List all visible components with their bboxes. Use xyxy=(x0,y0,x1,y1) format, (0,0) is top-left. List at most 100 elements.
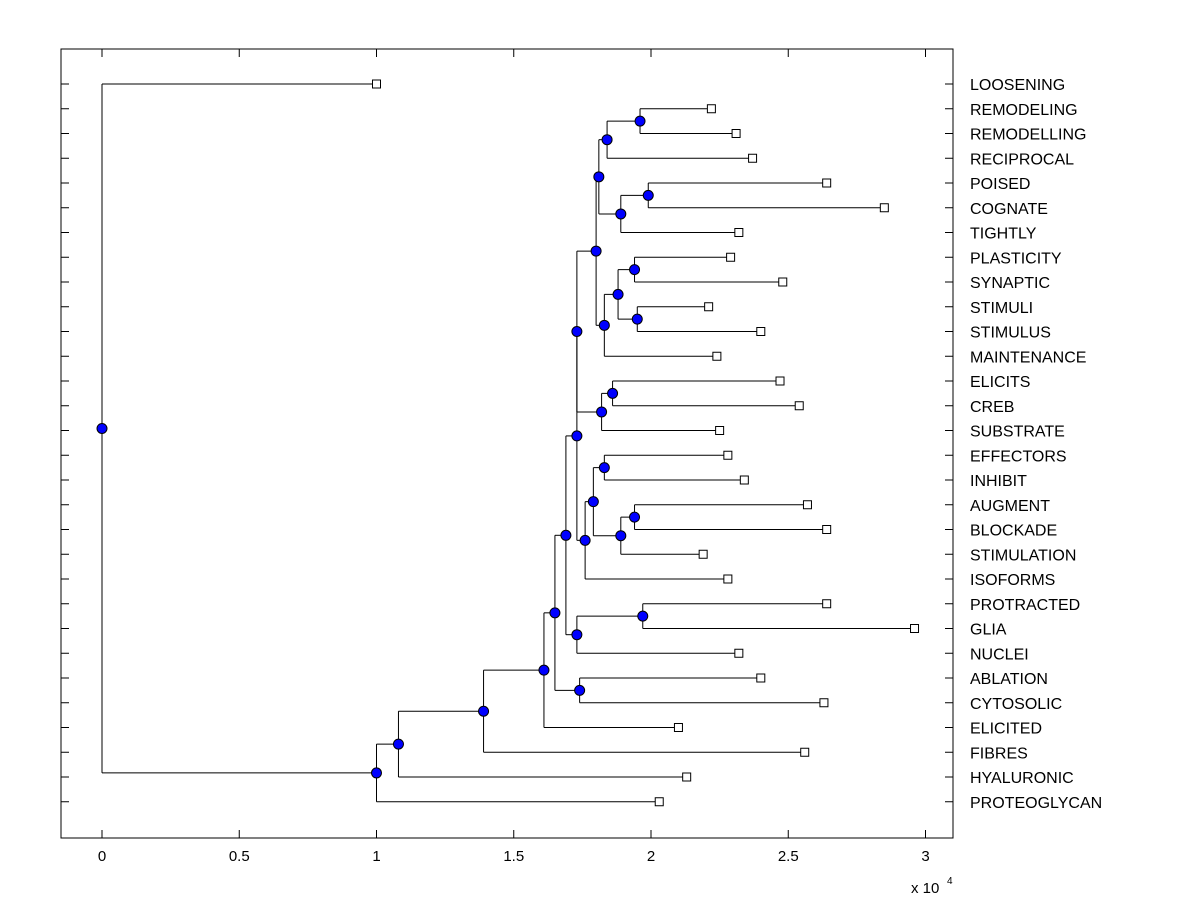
x-multiplier-exponent: 4 xyxy=(947,876,953,887)
x-tick-label: 1.5 xyxy=(503,848,524,865)
leaf-marker xyxy=(778,277,788,287)
leaf-marker xyxy=(698,549,708,559)
leaf-label: PROTEOGLYCAN xyxy=(970,795,1102,812)
leaf-label: CREB xyxy=(970,399,1014,416)
x-tick-label: 1 xyxy=(372,848,380,865)
x-tick-label: 0.5 xyxy=(229,848,250,865)
node-marker xyxy=(629,264,641,276)
leaf-label: MAINTENANCE xyxy=(970,349,1086,366)
leaf-label: EFFECTORS xyxy=(970,448,1067,465)
leaf-label: STIMULATION xyxy=(970,547,1076,564)
leaf-label: SUBSTRATE xyxy=(970,424,1065,441)
leaf-marker xyxy=(731,129,741,138)
leaf-marker xyxy=(756,673,766,683)
leaf-marker xyxy=(726,252,736,262)
leaf-marker xyxy=(775,376,785,386)
leaf-marker xyxy=(822,178,832,188)
leaf-label: REMODELING xyxy=(970,102,1078,119)
node-marker xyxy=(587,496,599,508)
leaf-label: TIGHTLY xyxy=(970,226,1037,243)
leaf-marker xyxy=(706,104,716,114)
node-marker xyxy=(634,115,646,127)
node-marker xyxy=(571,629,583,641)
leaf-label: STIMULI xyxy=(970,300,1033,317)
leaf-label: HYALURONIC xyxy=(970,770,1074,787)
leaf-markers xyxy=(372,79,920,807)
node-marker xyxy=(631,313,643,325)
node-marker xyxy=(478,705,490,717)
leaf-marker xyxy=(910,624,920,633)
leaf-label: PLASTICITY xyxy=(970,250,1062,267)
leaf-marker xyxy=(794,401,804,411)
leaf-marker xyxy=(673,723,683,732)
node-markers xyxy=(96,115,654,779)
leaf-marker xyxy=(800,747,810,757)
leaf-label: ELICITED xyxy=(970,721,1042,738)
leaf-marker xyxy=(723,450,733,460)
leaf-marker xyxy=(682,772,692,782)
node-marker xyxy=(579,534,591,546)
leaf-marker xyxy=(879,203,889,213)
leaf-marker xyxy=(819,698,829,708)
node-marker xyxy=(590,245,602,257)
node-marker xyxy=(538,664,550,676)
leaf-label: CYTOSOLIC xyxy=(970,696,1062,713)
leaf-label: LOOSENING xyxy=(970,77,1065,94)
node-marker xyxy=(593,171,605,183)
node-marker xyxy=(596,406,608,418)
leaf-label: INHIBIT xyxy=(970,473,1027,490)
leaf-label: NUCLEI xyxy=(970,646,1029,663)
x-multiplier: x 10 4 xyxy=(911,876,953,897)
x-multiplier-label: x 10 xyxy=(911,880,939,897)
node-marker xyxy=(571,326,583,337)
plot-area xyxy=(60,48,954,839)
leaf-marker xyxy=(712,351,722,361)
x-tick-label: 2.5 xyxy=(778,848,799,865)
x-tick-label: 3 xyxy=(921,848,929,865)
leaf-marker xyxy=(654,797,664,807)
y-ticks xyxy=(61,83,953,803)
node-marker xyxy=(549,607,561,619)
leaf-label: STIMULUS xyxy=(970,325,1051,342)
leaf-labels: LOOSENING REMODELING REMODELLING RECIPROCAL… xyxy=(970,77,1102,812)
node-marker xyxy=(598,319,610,331)
leaf-label: AUGMENT xyxy=(970,498,1050,515)
leaf-label: GLIA xyxy=(970,622,1007,639)
node-marker xyxy=(615,208,627,220)
leaf-label: ABLATION xyxy=(970,671,1048,688)
node-marker xyxy=(612,288,624,300)
node-marker xyxy=(601,134,613,146)
leaf-marker xyxy=(756,327,766,336)
leaf-label: RECIPROCAL xyxy=(970,151,1074,168)
node-marker xyxy=(574,684,586,696)
leaf-marker xyxy=(734,648,744,658)
leaf-label: PROTRACTED xyxy=(970,597,1080,614)
leaf-label: FIBRES xyxy=(970,745,1028,762)
node-marker xyxy=(607,387,619,399)
leaf-marker xyxy=(822,599,832,609)
node-marker xyxy=(642,189,654,201)
node-marker xyxy=(392,738,404,750)
x-tick-label: 0 xyxy=(98,848,106,865)
leaf-label: ELICITS xyxy=(970,374,1030,391)
node-marker xyxy=(571,430,583,442)
leaf-label: SYNAPTIC xyxy=(970,275,1050,292)
leaf-marker xyxy=(748,153,758,163)
leaf-marker xyxy=(704,302,714,312)
node-marker xyxy=(96,422,108,434)
leaf-label: BLOCKADE xyxy=(970,523,1057,540)
x-tick-label: 2 xyxy=(647,848,655,865)
leaf-marker xyxy=(372,79,381,89)
leaf-marker xyxy=(715,426,725,435)
leaf-marker xyxy=(723,574,733,584)
leaf-label: ISOFORMS xyxy=(970,572,1055,589)
node-marker xyxy=(615,530,627,542)
leaf-marker xyxy=(822,525,832,534)
leaf-marker xyxy=(739,475,749,485)
x-ticks: 0 0.5 1 1.5 2 2.5 3 xyxy=(98,49,930,865)
node-marker xyxy=(629,511,641,523)
node-marker xyxy=(560,529,572,541)
node-marker xyxy=(371,767,382,779)
leaf-marker xyxy=(734,228,744,237)
